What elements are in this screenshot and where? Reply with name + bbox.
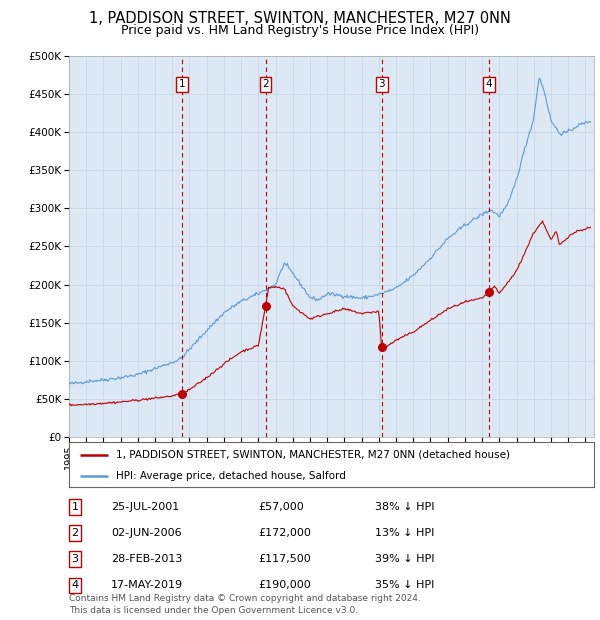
Text: 25-JUL-2001: 25-JUL-2001	[111, 502, 179, 512]
Text: £190,000: £190,000	[258, 580, 311, 590]
Text: 1, PADDISON STREET, SWINTON, MANCHESTER, M27 0NN (detached house): 1, PADDISON STREET, SWINTON, MANCHESTER,…	[116, 450, 510, 459]
Text: 3: 3	[71, 554, 79, 564]
Text: Contains HM Land Registry data © Crown copyright and database right 2024.
This d: Contains HM Land Registry data © Crown c…	[69, 594, 421, 615]
Text: HPI: Average price, detached house, Salford: HPI: Average price, detached house, Salf…	[116, 471, 346, 480]
Text: 3: 3	[378, 79, 385, 89]
Text: 17-MAY-2019: 17-MAY-2019	[111, 580, 183, 590]
Text: 2: 2	[262, 79, 269, 89]
Text: 02-JUN-2006: 02-JUN-2006	[111, 528, 182, 538]
Text: 35% ↓ HPI: 35% ↓ HPI	[375, 580, 434, 590]
Text: 28-FEB-2013: 28-FEB-2013	[111, 554, 182, 564]
Text: 4: 4	[71, 580, 79, 590]
Text: 13% ↓ HPI: 13% ↓ HPI	[375, 528, 434, 538]
Text: 38% ↓ HPI: 38% ↓ HPI	[375, 502, 434, 512]
Text: 1: 1	[179, 79, 185, 89]
Text: Price paid vs. HM Land Registry's House Price Index (HPI): Price paid vs. HM Land Registry's House …	[121, 24, 479, 37]
Text: 1: 1	[71, 502, 79, 512]
Text: 1, PADDISON STREET, SWINTON, MANCHESTER, M27 0NN: 1, PADDISON STREET, SWINTON, MANCHESTER,…	[89, 11, 511, 26]
Text: 4: 4	[485, 79, 492, 89]
Text: £117,500: £117,500	[258, 554, 311, 564]
Text: £172,000: £172,000	[258, 528, 311, 538]
Text: £57,000: £57,000	[258, 502, 304, 512]
Text: 2: 2	[71, 528, 79, 538]
Text: 39% ↓ HPI: 39% ↓ HPI	[375, 554, 434, 564]
